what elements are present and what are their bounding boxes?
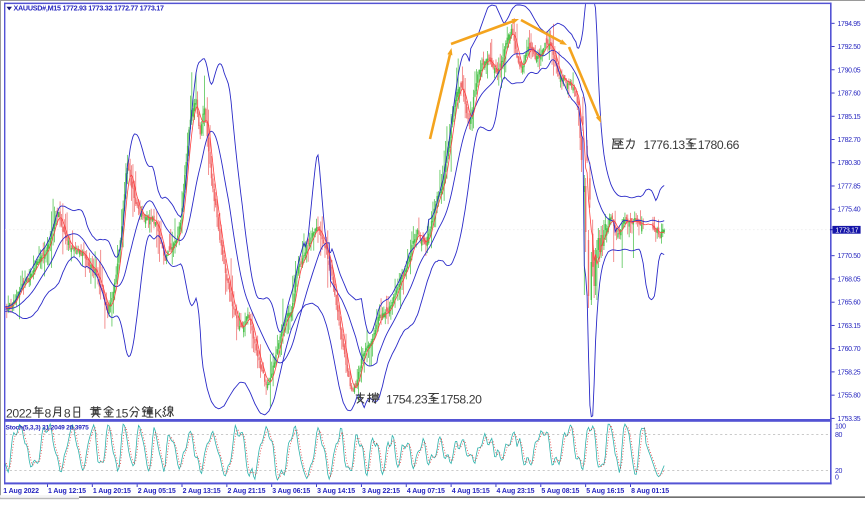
svg-text:1765.60: 1765.60 [838, 300, 861, 307]
svg-text:1768.05: 1768.05 [838, 276, 861, 283]
svg-text:K: K [154, 406, 162, 420]
svg-text:2 Aug 21:15: 2 Aug 21:15 [227, 488, 265, 495]
svg-text:1770.50: 1770.50 [838, 253, 861, 260]
svg-text:1775.40: 1775.40 [838, 207, 861, 214]
svg-text:1755.80: 1755.80 [838, 393, 861, 400]
svg-text:XAUUSD#,M15 1772.93 1773.32 1: XAUUSD#,M15 1772.93 1773.32 1772.77 1773… [14, 3, 164, 12]
svg-text:4 Aug 15:15: 4 Aug 15:15 [452, 488, 490, 495]
svg-text:1758.20: 1758.20 [440, 393, 482, 407]
svg-text:8: 8 [64, 406, 71, 420]
svg-text:2 Aug 05:15: 2 Aug 05:15 [138, 488, 176, 495]
svg-text:1782.70: 1782.70 [838, 137, 861, 144]
svg-text:100: 100 [835, 424, 846, 431]
svg-text:1 Aug 20:15: 1 Aug 20:15 [93, 488, 131, 495]
svg-text:1792.50: 1792.50 [838, 44, 861, 51]
svg-text:1785.15: 1785.15 [838, 114, 861, 121]
svg-text:4 Aug 07:15: 4 Aug 07:15 [407, 488, 445, 495]
svg-text:3 Aug 22:15: 3 Aug 22:15 [362, 488, 400, 495]
svg-text:1763.15: 1763.15 [838, 323, 861, 330]
svg-text:1753.35: 1753.35 [838, 416, 861, 423]
svg-text:2 Aug 13:15: 2 Aug 13:15 [183, 488, 221, 495]
svg-text:1777.85: 1777.85 [838, 183, 861, 190]
svg-text:2022: 2022 [6, 406, 32, 420]
svg-text:20: 20 [835, 468, 843, 475]
svg-text:8 Aug 01:15: 8 Aug 01:15 [631, 488, 669, 495]
svg-text:1 Aug 12:15: 1 Aug 12:15 [48, 488, 86, 495]
svg-text:4 Aug 23:15: 4 Aug 23:15 [497, 488, 535, 495]
svg-text:3 Aug 14:15: 3 Aug 14:15 [317, 488, 355, 495]
svg-text:1790.05: 1790.05 [838, 67, 861, 74]
svg-text:1754.23: 1754.23 [386, 393, 428, 407]
svg-text:1780.30: 1780.30 [838, 160, 861, 167]
svg-text:80: 80 [835, 432, 843, 439]
svg-text:1787.60: 1787.60 [838, 91, 861, 98]
svg-text:8: 8 [45, 406, 52, 420]
svg-text:1780.66: 1780.66 [698, 138, 740, 152]
svg-text:5 Aug 16:15: 5 Aug 16:15 [586, 488, 624, 495]
svg-text:0: 0 [835, 474, 839, 481]
svg-text:5 Aug 08:15: 5 Aug 08:15 [541, 488, 579, 495]
svg-text:Stoch(5,3,3) 31.2049 20.3975: Stoch(5,3,3) 31.2049 20.3975 [6, 425, 90, 432]
svg-text:1758.25: 1758.25 [838, 369, 861, 376]
svg-text:1776.13: 1776.13 [644, 138, 686, 152]
svg-text:1773.17: 1773.17 [835, 228, 858, 235]
svg-text:15: 15 [115, 406, 128, 420]
svg-text:1 Aug 2022: 1 Aug 2022 [3, 488, 39, 495]
svg-text:1794.95: 1794.95 [838, 21, 861, 28]
svg-text:1760.70: 1760.70 [838, 346, 861, 353]
svg-text:3 Aug 06:15: 3 Aug 06:15 [272, 488, 310, 495]
